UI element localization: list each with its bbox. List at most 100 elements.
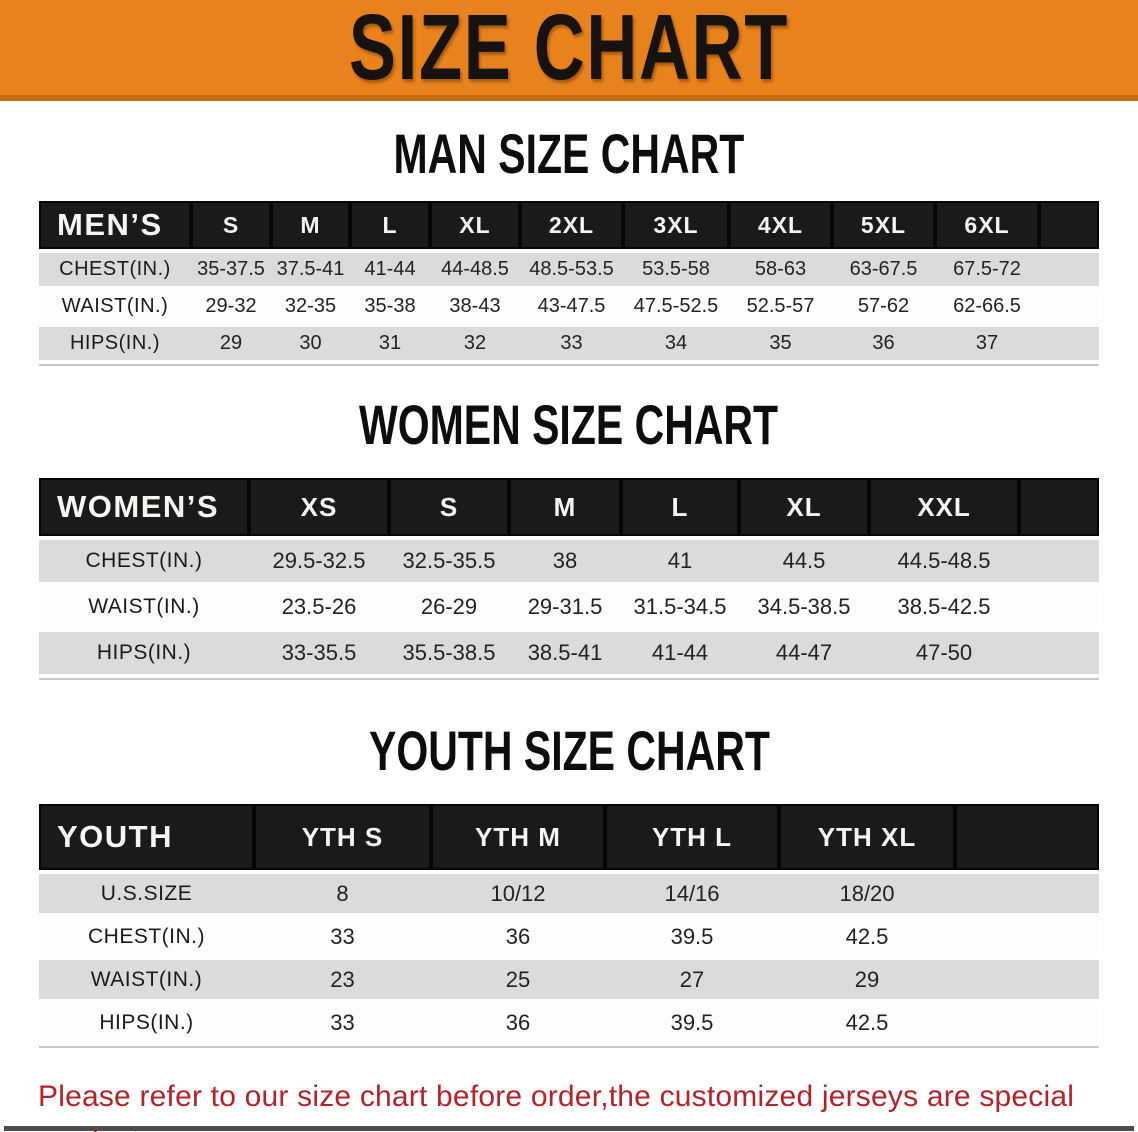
women-size-col: XL — [739, 478, 869, 536]
size-cell: 44-48.5 — [430, 253, 520, 286]
row-label: HIPS(IN.) — [39, 632, 249, 674]
size-cell: 29.5-32.5 — [249, 540, 389, 582]
size-cell: 37.5-41 — [271, 253, 350, 286]
size-cell: 41-44 — [350, 253, 430, 286]
order-note: Please refer to our size chart before or… — [0, 1074, 1138, 1132]
size-cell — [1039, 253, 1099, 286]
man-size-col: 5XL — [832, 201, 935, 249]
table-row: WAIST(IN.) 29-32 32-35 35-38 38-43 43-47… — [39, 290, 1099, 323]
size-cell: 31 — [350, 327, 430, 360]
size-cell: 26-29 — [389, 586, 509, 628]
size-cell: 25 — [431, 960, 605, 999]
table-row: WAIST(IN.) 23.5-26 26-29 29-31.5 31.5-34… — [39, 586, 1099, 628]
size-cell — [1019, 540, 1099, 582]
size-cell: 18/20 — [779, 874, 955, 913]
women-size-col: XS — [249, 478, 389, 536]
bottom-divider — [4, 1126, 1134, 1131]
size-cell: 39.5 — [605, 1003, 779, 1042]
size-cell: 38-43 — [430, 290, 520, 323]
size-cell — [955, 874, 1099, 913]
size-cell: 38.5-42.5 — [869, 586, 1019, 628]
size-cell: 33 — [520, 327, 623, 360]
size-cell: 23.5-26 — [249, 586, 389, 628]
size-cell: 36 — [832, 327, 935, 360]
row-label: CHEST(IN.) — [39, 540, 249, 582]
women-header-row: WOMEN’S XS S M L XL XXL — [39, 478, 1099, 536]
size-cell: 34 — [623, 327, 729, 360]
size-cell: 10/12 — [431, 874, 605, 913]
size-cell: 33 — [254, 917, 431, 956]
row-label: CHEST(IN.) — [39, 253, 191, 286]
women-section-heading-text: WOMEN SIZE CHART — [359, 393, 779, 457]
size-cell: 35-37.5 — [191, 253, 271, 286]
size-cell: 33-35.5 — [249, 632, 389, 674]
size-cell: 41 — [621, 540, 739, 582]
size-cell: 32 — [430, 327, 520, 360]
table-row: HIPS(IN.) 33-35.5 35.5-38.5 38.5-41 41-4… — [39, 632, 1099, 674]
size-cell: 27 — [605, 960, 779, 999]
banner: SIZE CHART — [0, 0, 1138, 101]
man-size-col: S — [191, 201, 271, 249]
size-cell: 29 — [191, 327, 271, 360]
youth-size-col: YTH S — [254, 804, 431, 870]
women-header-filler — [1019, 478, 1099, 536]
size-cell — [1039, 327, 1099, 360]
table-row: CHEST(IN.) 29.5-32.5 32.5-35.5 38 41 44.… — [39, 540, 1099, 582]
youth-size-col: YTH XL — [779, 804, 955, 870]
size-cell: 37 — [935, 327, 1039, 360]
size-cell: 63-67.5 — [832, 253, 935, 286]
size-cell: 36 — [431, 1003, 605, 1042]
size-cell: 41-44 — [621, 632, 739, 674]
man-size-col: M — [271, 201, 350, 249]
size-cell: 44-47 — [739, 632, 869, 674]
size-cell — [1019, 586, 1099, 628]
man-size-col: 4XL — [729, 201, 832, 249]
man-header-row: MEN’S S M L XL 2XL 3XL 4XL 5XL 6XL — [39, 201, 1099, 249]
table-row: U.S.SIZE 8 10/12 14/16 18/20 — [39, 874, 1099, 913]
size-cell: 30 — [271, 327, 350, 360]
banner-title: SIZE CHART — [348, 0, 790, 99]
women-group-label: WOMEN’S — [39, 478, 249, 536]
size-cell: 29-32 — [191, 290, 271, 323]
man-header-filler — [1039, 201, 1099, 249]
women-size-col: M — [509, 478, 621, 536]
row-label: HIPS(IN.) — [39, 327, 191, 360]
man-size-col: 2XL — [520, 201, 623, 249]
youth-section-heading: YOUTH SIZE CHART — [0, 720, 1138, 783]
size-cell: 67.5-72 — [935, 253, 1039, 286]
size-cell: 23 — [254, 960, 431, 999]
size-cell: 52.5-57 — [729, 290, 832, 323]
row-label: CHEST(IN.) — [39, 917, 254, 956]
size-cell: 48.5-53.5 — [520, 253, 623, 286]
row-label: WAIST(IN.) — [39, 586, 249, 628]
table-row: HIPS(IN.) 29 30 31 32 33 34 35 36 37 — [39, 327, 1099, 360]
table-row: CHEST(IN.) 33 36 39.5 42.5 — [39, 917, 1099, 956]
youth-section-heading-text: YOUTH SIZE CHART — [368, 719, 770, 783]
size-cell: 29-31.5 — [509, 586, 621, 628]
size-cell: 53.5-58 — [623, 253, 729, 286]
youth-size-col: YTH M — [431, 804, 605, 870]
man-size-table: MEN’S S M L XL 2XL 3XL 4XL 5XL 6XL CHEST… — [39, 197, 1099, 366]
size-cell — [1039, 290, 1099, 323]
table-row: CHEST(IN.) 35-37.5 37.5-41 41-44 44-48.5… — [39, 253, 1099, 286]
man-size-col: 6XL — [935, 201, 1039, 249]
size-cell: 47-50 — [869, 632, 1019, 674]
size-cell — [955, 1003, 1099, 1042]
size-cell: 42.5 — [779, 917, 955, 956]
size-cell: 29 — [779, 960, 955, 999]
size-cell: 44.5-48.5 — [869, 540, 1019, 582]
youth-size-col: YTH L — [605, 804, 779, 870]
row-label: U.S.SIZE — [39, 874, 254, 913]
youth-group-label: YOUTH — [39, 804, 254, 870]
size-cell: 32-35 — [271, 290, 350, 323]
size-cell: 47.5-52.5 — [623, 290, 729, 323]
man-section-heading-text: MAN SIZE CHART — [393, 122, 745, 186]
youth-header-filler — [955, 804, 1099, 870]
size-cell: 14/16 — [605, 874, 779, 913]
size-cell: 31.5-34.5 — [621, 586, 739, 628]
size-cell: 44.5 — [739, 540, 869, 582]
size-cell: 35 — [729, 327, 832, 360]
women-size-col: XXL — [869, 478, 1019, 536]
table-row: HIPS(IN.) 33 36 39.5 42.5 — [39, 1003, 1099, 1042]
